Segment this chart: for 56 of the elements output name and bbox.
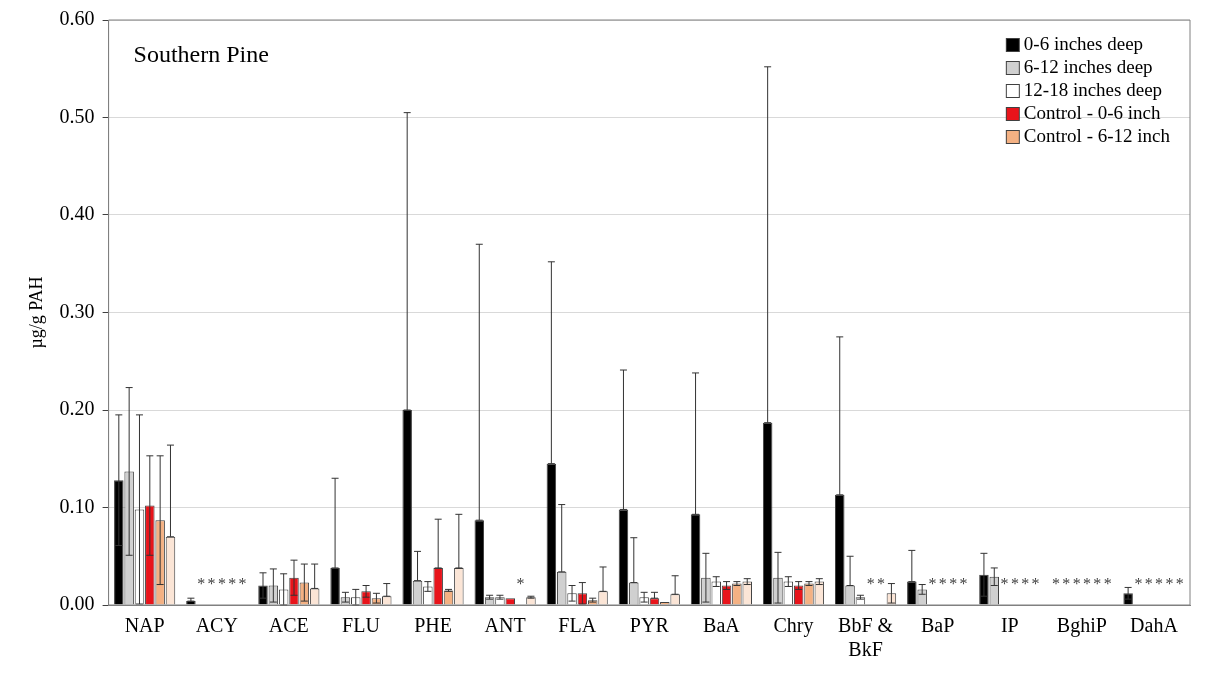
text: * — [207, 575, 216, 593]
text: * — [959, 575, 968, 593]
text: * — [1165, 575, 1174, 593]
text: * — [1103, 575, 1112, 593]
y-tick-label: 0.60 — [59, 7, 95, 30]
text: * — [1010, 575, 1019, 593]
x-tick-label: BbF & BkF — [838, 614, 894, 661]
x-tick-label: BaP — [921, 614, 955, 637]
x-tick-label: FLU — [342, 614, 381, 637]
text: * — [877, 575, 886, 593]
text: * — [1031, 575, 1040, 593]
y-tick-label: 0.00 — [59, 592, 95, 615]
text: * — [938, 575, 947, 593]
x-tick-label: ACY — [195, 614, 238, 637]
text: * — [1062, 575, 1071, 593]
text: * — [1072, 575, 1081, 593]
text: * — [949, 575, 958, 593]
x-tick-label: BaA — [703, 614, 741, 637]
text: * — [1134, 575, 1143, 593]
x-tick-label: BghiP — [1056, 614, 1107, 638]
text: * — [1093, 575, 1102, 593]
legend-label: Control - 0-6 inch — [1023, 102, 1161, 124]
x-tick-label: ACE — [268, 614, 309, 637]
text: * — [1021, 575, 1030, 593]
text: * — [928, 575, 937, 593]
text: * — [228, 575, 237, 593]
text: * — [217, 575, 226, 593]
text: * — [1083, 575, 1092, 593]
x-tick-label: NAP — [124, 614, 165, 637]
text: * — [1175, 575, 1184, 593]
x-tick-label: ANT — [484, 614, 526, 637]
legend-label: 12-18 inches deep — [1023, 79, 1163, 101]
y-tick-label: 0.50 — [59, 104, 95, 127]
text: * — [238, 575, 247, 593]
y-axis-title: µg/g PAH — [25, 276, 46, 349]
text: * — [1144, 575, 1153, 593]
y-tick-label: 0.20 — [59, 397, 95, 420]
x-tick-label: DahA — [1130, 614, 1179, 637]
y-tick-label: 0.10 — [59, 494, 95, 517]
legend-label: 6-12 inches deep — [1023, 56, 1153, 78]
text: * — [516, 575, 525, 593]
text: * — [866, 575, 875, 593]
legend-label: 0-6 inches deep — [1023, 33, 1144, 55]
y-tick-label: 0.40 — [59, 202, 95, 225]
x-tick-label: FLA — [558, 614, 597, 637]
x-tick-label: IP — [1000, 614, 1019, 637]
x-tick-label: PHE — [414, 614, 452, 637]
text: * — [1052, 575, 1061, 593]
y-tick-label: 0.30 — [59, 299, 95, 322]
x-tick-label: Chry — [773, 614, 814, 638]
text: * — [197, 575, 206, 593]
legend-label: Control - 6-12 inch — [1023, 125, 1171, 147]
text: * — [1155, 575, 1164, 593]
x-tick-label: PYR — [629, 614, 670, 637]
text: * — [1000, 575, 1009, 593]
text: Southern Pine — [133, 41, 269, 68]
